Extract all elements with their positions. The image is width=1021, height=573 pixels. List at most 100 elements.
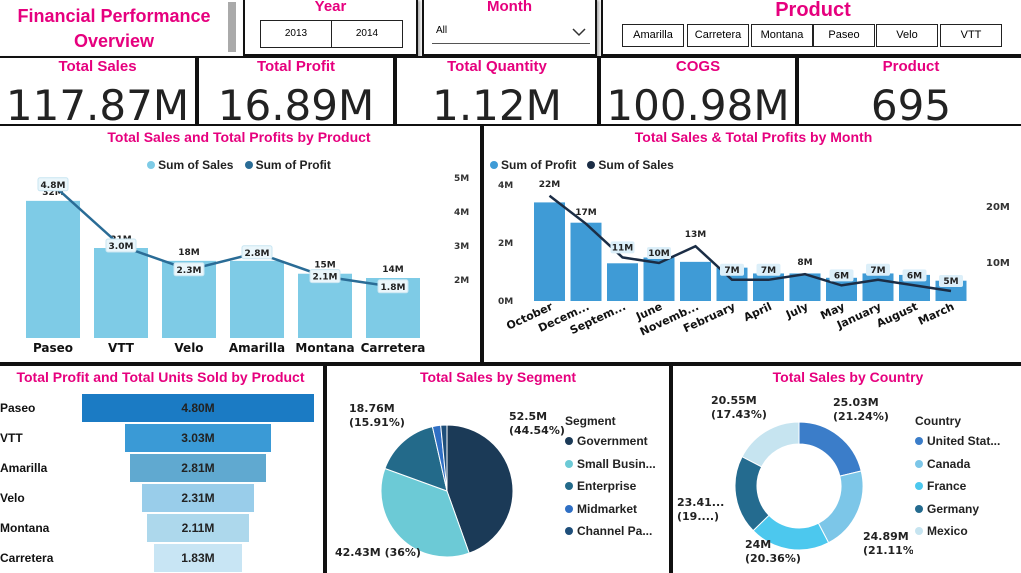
product-carretera-button[interactable]: Carretera xyxy=(687,24,749,47)
sales-data-label: 8M xyxy=(797,258,812,268)
sales-data-label: 7M xyxy=(724,266,739,276)
chart-title: Total Sales by Segment xyxy=(419,369,577,385)
sales-data-label: 7M xyxy=(870,266,885,276)
profit-label-box xyxy=(173,262,205,277)
legend-title: Segment xyxy=(565,414,616,428)
legend-item: Channel Pa... xyxy=(565,524,652,538)
sales-bar xyxy=(298,273,352,338)
profit-data-label: 2.3M xyxy=(177,266,202,276)
y2-tick-label: 5M xyxy=(454,174,469,184)
legend-label: Government xyxy=(577,434,648,448)
sales-label-box xyxy=(756,263,781,276)
kpi-total-quantity: Total Quantity 1.12M xyxy=(395,56,599,130)
sales-bar xyxy=(230,260,284,338)
legend-swatch xyxy=(565,504,573,513)
month-dropdown-value: All xyxy=(436,25,448,36)
legend-swatch xyxy=(915,504,923,513)
sales-data-label: 5M xyxy=(943,277,958,287)
sales-bar xyxy=(26,200,80,338)
sales-label-box xyxy=(647,247,671,259)
profit-bar xyxy=(570,222,602,301)
sales-by-segment-chart: Total Sales by Segment 52.5M (44.54%) 42.4… xyxy=(325,364,671,573)
pie-slice xyxy=(734,456,770,532)
sales-data-label: 15M xyxy=(314,261,336,271)
pie-slice xyxy=(817,470,864,544)
y2-tick-label: 2M xyxy=(454,276,469,286)
sales-data-label: 6M xyxy=(834,271,849,281)
product-amarilla-button[interactable]: Amarilla xyxy=(622,24,684,47)
profit-label-box xyxy=(377,279,409,294)
product-montana-button[interactable]: Montana xyxy=(751,24,813,47)
slice-pct-label: (17.43%) xyxy=(711,408,767,421)
profit-bar xyxy=(680,261,711,301)
sales-profit-by-product-chart: Total Sales and Total Profits by Product… xyxy=(0,126,482,364)
pie-slice xyxy=(798,421,862,477)
chart-title: Total Profit and Total Units Sold by Pro… xyxy=(16,369,305,385)
profit-label-box xyxy=(309,269,341,284)
profit-bar xyxy=(862,273,894,301)
sales-label-box xyxy=(902,269,927,282)
legend-sales-swatch xyxy=(587,161,596,169)
slice-value-label: 42.43M (36%) xyxy=(335,546,421,559)
legend-title: Country xyxy=(915,414,961,428)
sales-data-label: 10M xyxy=(648,249,670,259)
chart-legend: Sum of Sales Sum of Profit xyxy=(0,154,480,173)
sales-label-box xyxy=(829,269,854,282)
year-filter: Year 2013 2014 xyxy=(243,0,418,56)
legend-label: United Stat... xyxy=(927,434,1001,448)
pie-slice xyxy=(384,426,448,492)
product-paseo-button[interactable]: Paseo xyxy=(813,24,875,47)
funnel-bar: 2.11M xyxy=(147,514,249,542)
category-label: March xyxy=(916,300,956,328)
legend-sales-swatch xyxy=(147,161,156,169)
kpi-cogs: COGS 100.98M xyxy=(599,56,797,130)
year-2014-button[interactable]: 2014 xyxy=(331,20,403,48)
sales-data-label: 17M xyxy=(575,208,597,218)
product-velo-button[interactable]: Velo xyxy=(876,24,938,47)
y2-tick-label: 10M xyxy=(986,258,1010,269)
profit-data-label: 2.8M xyxy=(245,249,270,259)
slice-pct-label: (21.11%) xyxy=(863,544,913,557)
month-dropdown[interactable]: All xyxy=(432,20,590,44)
legend-item: Midmarket xyxy=(565,502,637,516)
profit-label-box xyxy=(105,238,137,253)
legend-swatch xyxy=(565,482,573,490)
legend-label: France xyxy=(927,479,967,493)
sales-data-label: 32M xyxy=(42,188,64,198)
legend-item: Enterprise xyxy=(565,479,636,493)
y-tick-label: 0M xyxy=(498,297,513,307)
title-line1: Financial Performance xyxy=(17,6,211,26)
slice-value-label: 52.5M xyxy=(509,410,547,423)
product-vtt-button[interactable]: VTT xyxy=(940,24,1002,47)
category-label: Montana xyxy=(295,341,354,355)
title-line2: Overview xyxy=(73,31,155,51)
sales-label-box xyxy=(720,263,744,276)
funnel-bar: 2.81M xyxy=(130,454,266,482)
funnel-category-label: Velo xyxy=(0,491,25,505)
sales-profit-by-month-chart: Total Sales & Total Profits by Month Sum… xyxy=(482,126,1021,364)
country-donut: 25.03M(21.24%) 24.89M(21.11%) 24M(20.36%) 2… xyxy=(677,394,913,565)
pie-slice xyxy=(440,424,448,492)
product-filter-title: Product xyxy=(775,0,851,21)
legend-swatch xyxy=(915,482,923,490)
legend-sales-label: Sum of Sales xyxy=(598,158,674,172)
legend-label: Mexico xyxy=(927,524,968,538)
sales-data-label: 6M xyxy=(907,271,922,281)
slice-value-label: 24M xyxy=(745,538,771,551)
legend-swatch xyxy=(915,459,923,468)
slice-value-label: 24.89M xyxy=(863,530,909,543)
pie-slice xyxy=(380,467,470,558)
funnel-bar: 4.80M xyxy=(82,394,314,422)
month-filter: Month All xyxy=(422,0,597,56)
pie-slice xyxy=(741,421,800,468)
legend-swatch xyxy=(565,437,573,445)
legend-profit-swatch xyxy=(244,161,253,169)
kpi-value: 16.89M xyxy=(217,81,375,130)
slice-value-label: 20.55M xyxy=(711,394,757,407)
slice-value-label: 25.03M xyxy=(833,396,879,409)
legend-item: Small Busin... xyxy=(565,457,656,471)
slice-pct-label: (44.54%) xyxy=(509,424,565,437)
year-2013-button[interactable]: 2013 xyxy=(260,20,332,48)
legend-profit-swatch xyxy=(490,161,498,169)
funnel-category-label: Paseo xyxy=(0,401,36,415)
